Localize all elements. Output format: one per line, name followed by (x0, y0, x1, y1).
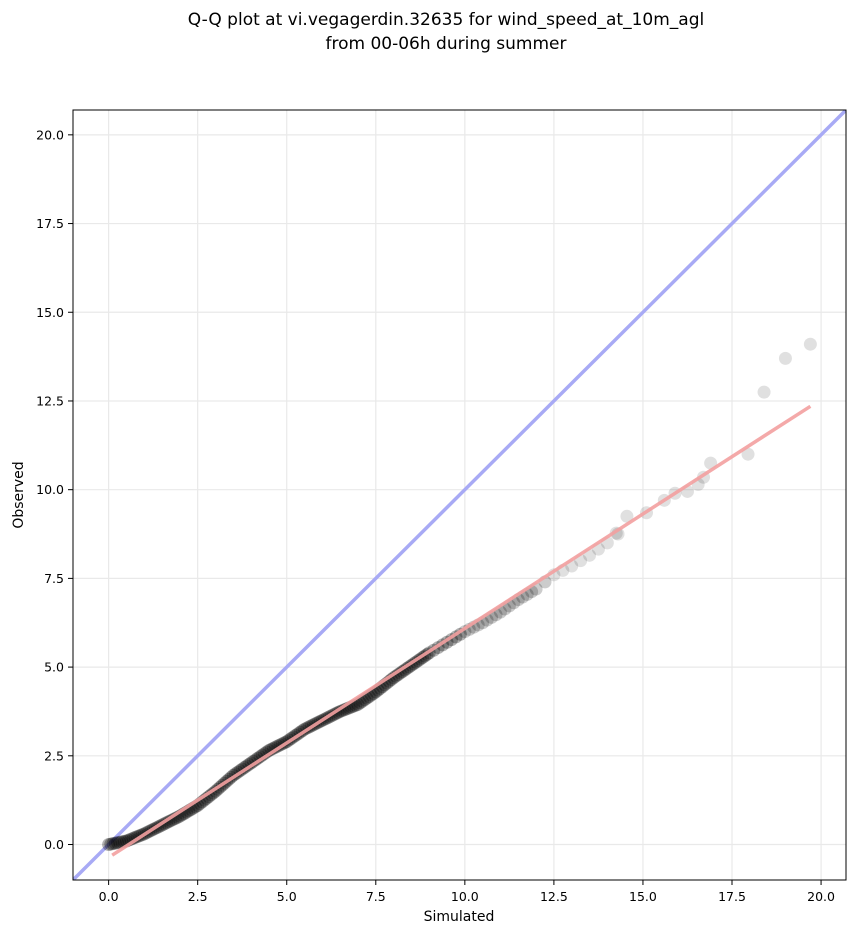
y-tick-label: 5.0 (44, 660, 64, 675)
y-tick-label: 10.0 (36, 482, 64, 497)
y-tick-label: 0.0 (44, 837, 64, 852)
x-tick-label: 5.0 (277, 889, 297, 904)
grid (73, 110, 846, 880)
x-tick-label: 12.5 (540, 889, 568, 904)
plot-frame (72, 109, 847, 881)
qq-point (111, 836, 125, 850)
chart-title-line-1: Q-Q plot at vi.vegagerdin.32635 for wind… (188, 10, 704, 30)
y-tick-label: 20.0 (36, 127, 64, 142)
x-tick-label: 10.0 (451, 889, 479, 904)
qq-point (778, 351, 792, 365)
x-axis-ticks: 0.0 2.5 5.0 7.5 10.0 12.5 15.0 17.5 20.0 (99, 880, 835, 904)
x-tick-label: 15.0 (629, 889, 657, 904)
fit-line (111, 404, 812, 857)
y-tick-label: 7.5 (44, 571, 64, 586)
qq-point (104, 837, 118, 851)
identity-line (73, 110, 846, 880)
y-axis-label: Observed (11, 461, 27, 528)
x-tick-label: 7.5 (366, 889, 386, 904)
qq-point (106, 837, 120, 851)
qq-point (102, 838, 116, 852)
x-tick-label: 2.5 (188, 889, 208, 904)
qq-point (741, 447, 755, 461)
x-tick-label: 0.0 (99, 889, 119, 904)
qq-point (620, 509, 634, 523)
y-tick-label: 15.0 (36, 305, 64, 320)
y-tick-label: 17.5 (36, 216, 64, 231)
plot-area (73, 110, 846, 880)
x-tick-label: 17.5 (718, 889, 746, 904)
qq-point (108, 836, 122, 850)
qq-point (757, 385, 771, 399)
y-tick-label: 2.5 (44, 748, 64, 763)
y-axis-ticks: 0.0 2.5 5.0 7.5 10.0 12.5 15.0 17.5 20.0 (36, 127, 73, 852)
y-tick-label: 12.5 (36, 393, 64, 408)
chart-title-line-2: from 00-06h during summer (326, 34, 567, 54)
qq-point (803, 337, 817, 351)
x-axis-label: Simulated (424, 909, 495, 925)
qq-point (113, 835, 127, 849)
x-tick-label: 20.0 (807, 889, 835, 904)
